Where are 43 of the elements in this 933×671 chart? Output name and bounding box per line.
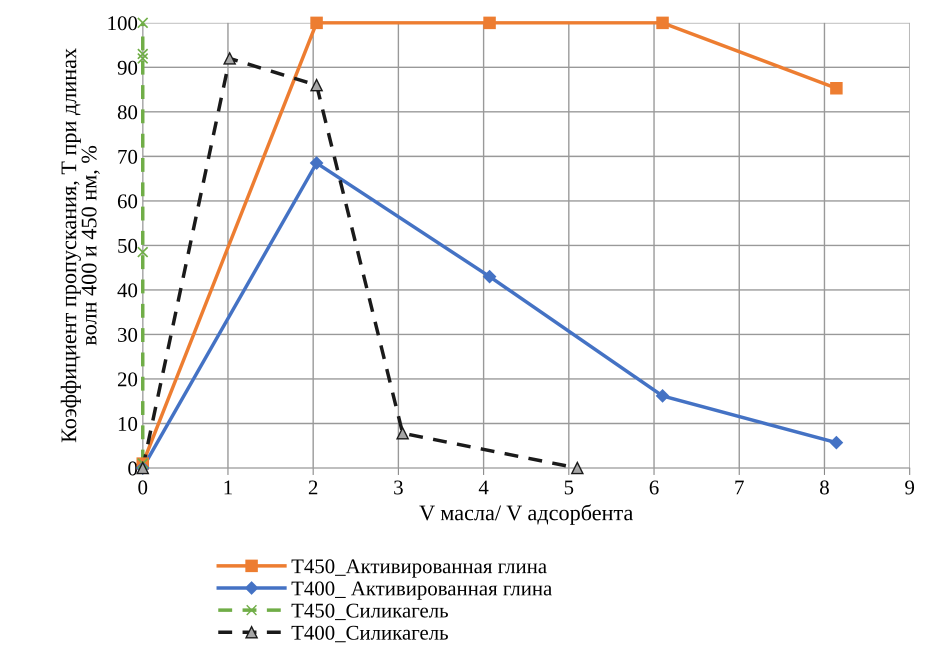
- y-tick-label: 0: [128, 461, 138, 476]
- legend-label: Т400_ Активированная глина: [292, 581, 552, 600]
- y-tick-label: 90: [118, 60, 138, 75]
- x-tick-label: 0: [138, 480, 148, 494]
- x-tick-label: 9: [905, 480, 914, 494]
- x-tick-label: 5: [564, 480, 574, 494]
- point: [571, 462, 584, 474]
- point: [310, 78, 323, 92]
- point: [310, 16, 323, 30]
- y-tick-label: 80: [118, 105, 138, 120]
- point: [396, 427, 409, 440]
- x-tick-label: 3: [394, 480, 403, 494]
- point: [482, 270, 496, 284]
- y-tick-label: 20: [118, 372, 138, 386]
- y-tick-label: 70: [118, 150, 138, 164]
- x-tick-label: 6: [650, 480, 659, 494]
- point: [830, 436, 843, 450]
- point: [656, 389, 670, 402]
- legend-label: Т450_Силикагель: [292, 604, 448, 620]
- point: [483, 16, 496, 30]
- y-tick-label: 10: [118, 416, 138, 431]
- legend-label: Т450_Активированная глина: [292, 559, 547, 578]
- point: [137, 17, 148, 29]
- point: [310, 156, 324, 170]
- point: [137, 52, 148, 64]
- y-tick-label: 40: [117, 283, 138, 298]
- x-tick-label: 8: [820, 480, 829, 494]
- y-tick-label: 100: [108, 16, 138, 30]
- legend-label: Т400_Силикагель: [292, 626, 448, 642]
- x-axis-title: V масла/ V адсорбента: [419, 504, 634, 525]
- y-tick-label: 60: [118, 194, 138, 208]
- x-tick-label: 7: [735, 480, 744, 494]
- point: [137, 48, 148, 60]
- point: [137, 246, 148, 258]
- y-axis-title: Коэффициент пропускания, Т при длинах волн 400 и 450 нм, %: [60, 48, 100, 442]
- point: [223, 52, 236, 65]
- x-tick-label: 1: [224, 480, 232, 494]
- point: [656, 16, 669, 30]
- y-tick-label: 50: [118, 238, 138, 253]
- y-tick-label: 30: [118, 328, 138, 342]
- x-tick-label: 2: [308, 480, 318, 494]
- x-tick-label: 4: [478, 480, 488, 494]
- point: [830, 82, 843, 95]
